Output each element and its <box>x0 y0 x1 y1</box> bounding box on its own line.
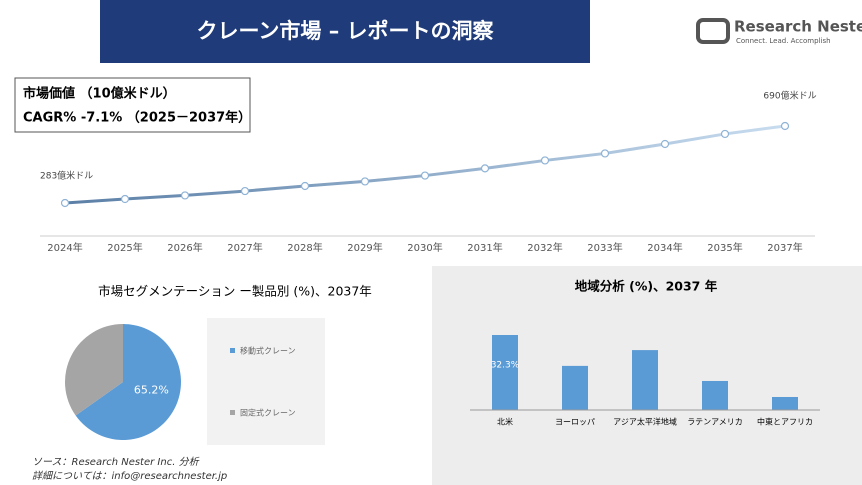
marker <box>180 191 190 200</box>
x-tick-label: 2024年 <box>47 241 82 254</box>
value-label: 283億米ドル <box>40 170 93 182</box>
marker <box>60 198 70 208</box>
bar <box>772 396 798 410</box>
marker <box>540 156 550 165</box>
marker <box>720 129 730 139</box>
cagr: CAGR% -7.1% （2025－2037年） <box>23 110 251 126</box>
header-title: クレーン市場 – レポートの洞察 <box>196 19 494 43</box>
logo-icon <box>696 18 730 44</box>
x-tick-label: 2031年 <box>467 241 502 254</box>
x-tick-label: 2037年 <box>767 241 802 254</box>
x-tick-label: 2033年 <box>587 241 622 254</box>
chart-title: 地域分析 (%)、2037 年 <box>575 279 718 294</box>
legend-label: 移動式クレーン <box>240 346 296 356</box>
info-box <box>14 77 251 133</box>
legend-label: 固定式クレーン <box>240 408 296 418</box>
marker <box>120 194 130 204</box>
x-tick-label: ヨーロッパ <box>555 418 595 427</box>
contact: 詳細については：info@researchnester.jp <box>32 470 227 482</box>
x-tick-label: 2025年 <box>107 241 142 254</box>
x-tick-label: 中東とアフリカ <box>757 417 813 427</box>
bar <box>562 365 588 410</box>
x-tick-label: 2027年 <box>227 241 262 254</box>
marker <box>660 139 670 149</box>
x-tick-label: ラテンアメリカ <box>687 418 743 427</box>
value-label: 32.3% <box>491 361 520 371</box>
pie-slice <box>75 324 182 441</box>
marker <box>300 181 310 191</box>
x-tick-label: アジア太平洋地域 <box>613 417 677 427</box>
x-tick-label: 2032年 <box>527 241 562 254</box>
chart-title: 市場セグメンテーション ー製品別 (%)、2037年 <box>98 284 372 299</box>
value-label: 690億米ドル <box>763 90 816 102</box>
x-tick-label: 2034年 <box>647 241 682 254</box>
marker <box>360 177 370 186</box>
x-tick-label: 2029年 <box>347 241 382 254</box>
logo-name: Research Nester <box>734 18 862 36</box>
x-tick-label: 2028年 <box>287 241 322 254</box>
legend-swatch <box>230 348 235 353</box>
marker <box>240 186 250 196</box>
x-tick-label: 2030年 <box>407 241 442 254</box>
line <box>64 124 786 205</box>
marker <box>780 121 790 131</box>
x-tick-label: 2026年 <box>167 241 202 254</box>
bar <box>492 335 518 410</box>
x-tick-label: 北米 <box>497 417 513 427</box>
marker <box>420 171 430 180</box>
marker <box>600 149 610 158</box>
market-value: 市場価値 （10億米ドル） <box>23 86 176 102</box>
legend-box <box>207 318 325 445</box>
source: ソース：Research Nester Inc. 分析 <box>32 456 200 468</box>
pie-slice <box>65 324 123 416</box>
legend-swatch <box>230 410 235 415</box>
header-band <box>100 0 590 63</box>
logo-tagline: Connect. Lead. Accomplish <box>736 37 831 45</box>
value-label: 65.2% <box>134 384 169 397</box>
logo: Research Nester Connect. Lead. Accomplis… <box>696 18 862 45</box>
bar <box>702 380 728 410</box>
x-tick-label: 2035年 <box>707 241 742 254</box>
bar <box>632 350 658 410</box>
marker <box>480 164 490 173</box>
